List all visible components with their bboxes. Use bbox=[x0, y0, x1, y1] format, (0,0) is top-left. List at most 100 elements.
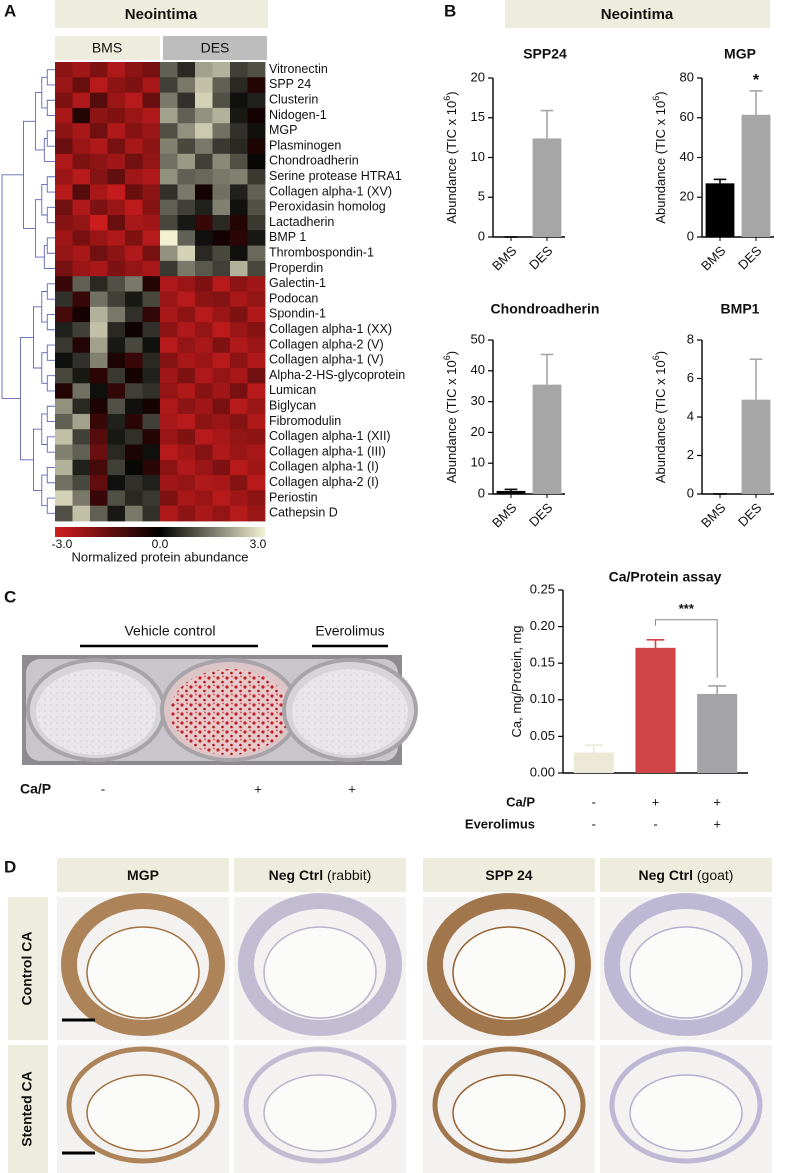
column-header: MGP bbox=[127, 867, 159, 883]
heatmap-cell bbox=[142, 260, 161, 277]
dendrogram-link bbox=[46, 69, 55, 86]
heatmap-cell bbox=[72, 245, 91, 262]
heatmap-cell bbox=[72, 107, 91, 124]
protein-label: Peroxidasin homolog bbox=[269, 200, 386, 214]
x-tick-label: BMS bbox=[698, 500, 729, 531]
dendrogram-link bbox=[41, 474, 48, 507]
heatmap-cell bbox=[160, 398, 178, 415]
heatmap-cell bbox=[72, 444, 91, 461]
heatmap-cell bbox=[72, 429, 91, 445]
heatmap-cell bbox=[55, 169, 73, 185]
heatmap-cell bbox=[107, 413, 126, 430]
heatmap-cell bbox=[247, 352, 266, 369]
heatmap-cell bbox=[72, 475, 91, 491]
heatmap-cell bbox=[90, 184, 108, 201]
heatmap-cell bbox=[230, 230, 248, 246]
heatmap-cell bbox=[230, 398, 248, 415]
group-label: BMS bbox=[92, 40, 122, 56]
row-header-box bbox=[8, 897, 48, 1040]
heatmap-cell bbox=[72, 138, 91, 155]
heatmap-cell bbox=[142, 107, 161, 124]
heatmap-cell bbox=[72, 62, 91, 78]
heatmap-cell bbox=[125, 306, 143, 323]
heatmap-cell bbox=[55, 276, 73, 292]
y-tick-label: 30 bbox=[471, 393, 485, 408]
colorbar-tick-label: 0.0 bbox=[152, 537, 169, 551]
dendrogram-link bbox=[46, 99, 55, 116]
heatmap-cell bbox=[142, 459, 161, 476]
heatmap-cell bbox=[212, 398, 231, 415]
heatmap-cell bbox=[212, 475, 231, 491]
heatmap-cell bbox=[230, 107, 248, 124]
heatmap-cell bbox=[142, 276, 161, 292]
heatmap-cell bbox=[247, 245, 266, 262]
heatmap-cell bbox=[160, 475, 178, 491]
heatmap-cell bbox=[55, 77, 73, 93]
protein-label: Thrombospondin-1 bbox=[269, 246, 374, 260]
heatmap-cell bbox=[195, 184, 213, 201]
protein-label: MGP bbox=[269, 123, 297, 137]
dendrogram-link bbox=[46, 314, 55, 331]
heatmap-cell bbox=[195, 322, 213, 338]
y-tick-label: 20 bbox=[680, 189, 694, 204]
x-tick-label: DES bbox=[526, 243, 556, 273]
heatmap-cell bbox=[230, 368, 248, 384]
heatmap-cell bbox=[107, 444, 126, 461]
heatmap-cell bbox=[142, 199, 161, 216]
heatmap-cell bbox=[160, 383, 178, 399]
heatmap-cell bbox=[177, 230, 196, 246]
heatmap-cell bbox=[125, 215, 143, 231]
heatmap-cell bbox=[177, 490, 196, 507]
heatmap-cell bbox=[230, 306, 248, 323]
x-tick-label: DES bbox=[526, 500, 556, 530]
heatmap-cell bbox=[142, 352, 161, 369]
heatmap-cell bbox=[230, 276, 248, 292]
vessel-lumen bbox=[263, 926, 377, 1019]
y-axis-label: Abundance (TIC x 106) bbox=[442, 91, 459, 223]
heatmap-cell bbox=[142, 184, 161, 201]
heatmap-cell bbox=[142, 398, 161, 415]
heatmap-cell bbox=[142, 490, 161, 507]
bar bbox=[573, 752, 614, 773]
row-header-box bbox=[8, 1045, 48, 1173]
heatmap-cell bbox=[107, 230, 126, 246]
heatmap-cell bbox=[230, 383, 248, 399]
heatmap-cell bbox=[212, 245, 231, 262]
heatmap-cell bbox=[125, 230, 143, 246]
protein-label: Podocan bbox=[269, 291, 318, 305]
heatmap-cell bbox=[90, 276, 108, 292]
heatmap-cell bbox=[107, 475, 126, 491]
heatmap-cell bbox=[55, 62, 73, 78]
heatmap-cell bbox=[125, 260, 143, 277]
y-tick-label: 80 bbox=[680, 69, 694, 84]
group-label: Everolimus bbox=[315, 623, 384, 639]
panel-b-header: Neointima bbox=[601, 6, 674, 23]
heatmap-cell bbox=[230, 245, 248, 262]
y-axis-label-part: ) bbox=[653, 351, 668, 355]
condition-sign: + bbox=[713, 794, 721, 809]
heatmap-cell bbox=[90, 429, 108, 445]
heatmap-cell bbox=[230, 123, 248, 139]
dendrogram-link bbox=[43, 138, 55, 162]
heatmap-cell bbox=[230, 490, 248, 507]
heatmap-cell bbox=[160, 184, 178, 201]
heatmap-cell bbox=[142, 368, 161, 384]
heatmap-cell bbox=[125, 383, 143, 399]
heatmap-cell bbox=[195, 413, 213, 430]
heatmap-cell bbox=[212, 490, 231, 507]
heatmap-cell bbox=[90, 77, 108, 93]
heatmap-cell bbox=[230, 459, 248, 476]
heatmap-cell bbox=[142, 123, 161, 139]
heatmap-cell bbox=[72, 230, 91, 246]
heatmap-cell bbox=[55, 107, 73, 124]
heatmap-cell bbox=[107, 62, 126, 78]
y-axis-label-part: ) bbox=[444, 351, 459, 355]
heatmap-cell bbox=[160, 77, 178, 93]
y-axis-label-part: ) bbox=[444, 91, 459, 95]
heatmap-cell bbox=[177, 169, 196, 185]
heatmap-cell bbox=[247, 444, 266, 461]
heatmap-cell bbox=[90, 107, 108, 124]
dendrogram-link bbox=[41, 183, 48, 216]
heatmap-cell bbox=[230, 260, 248, 277]
